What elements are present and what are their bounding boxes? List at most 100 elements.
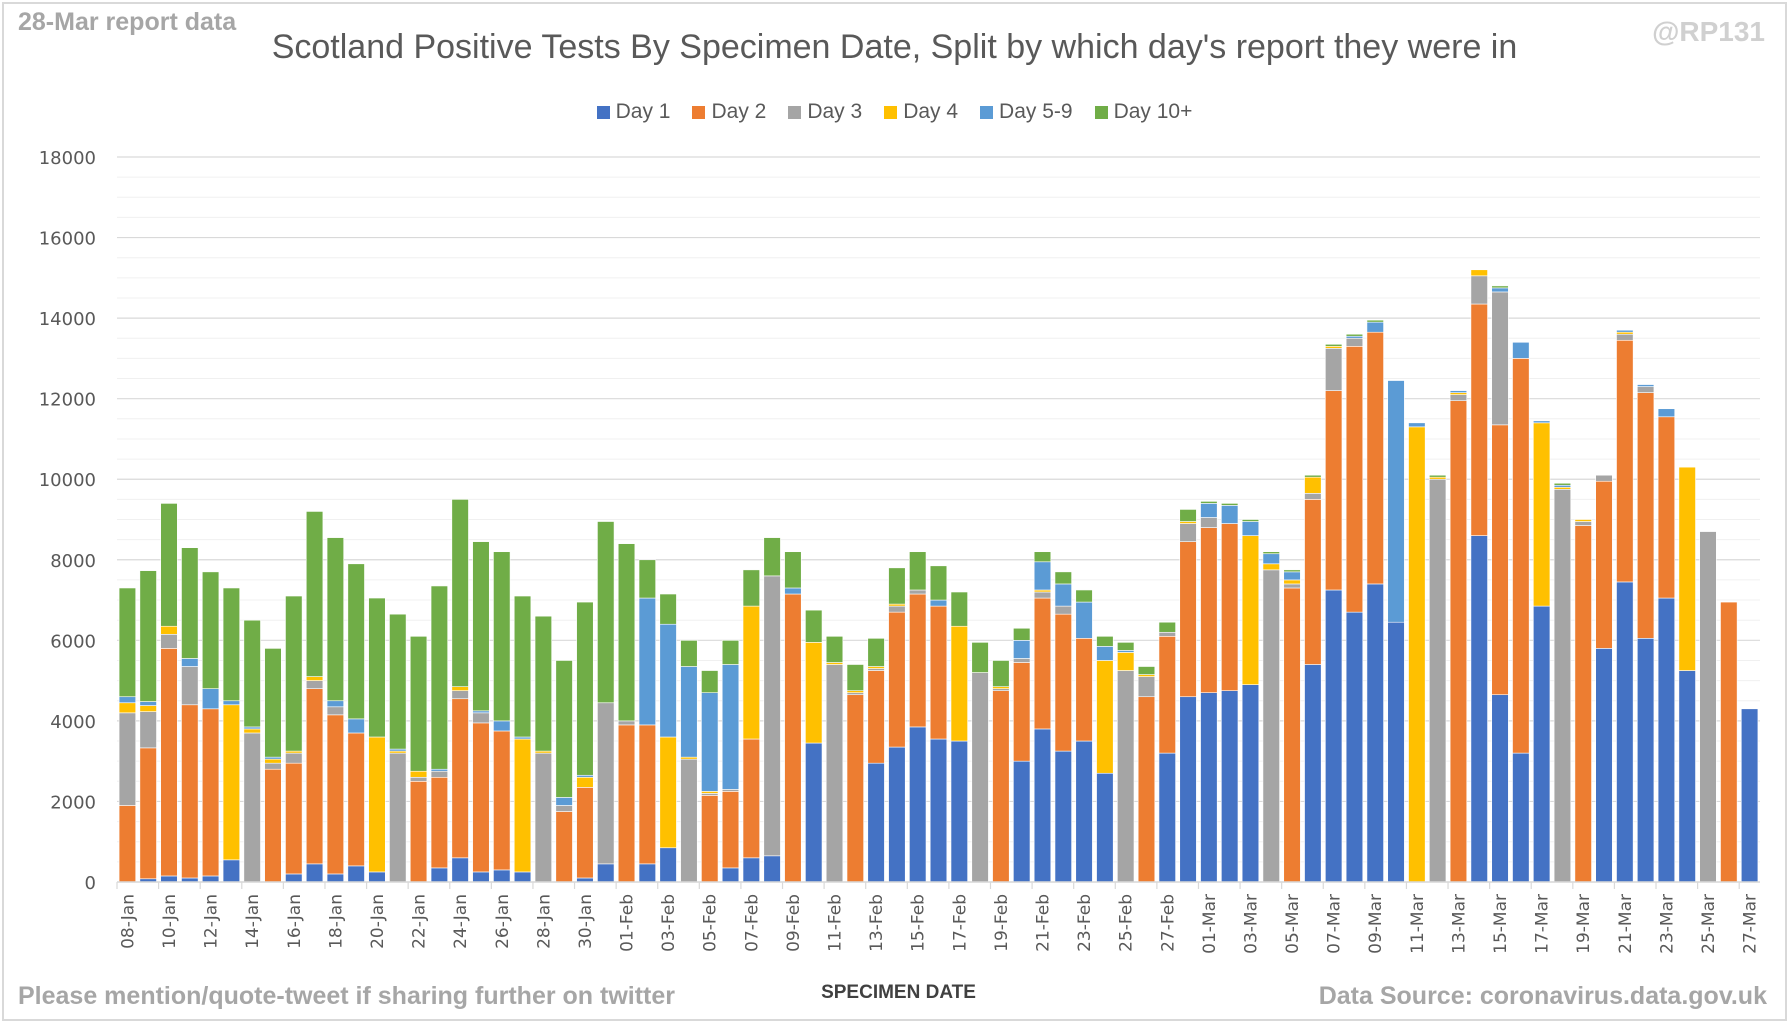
bar-stack-17-Jan [305, 511, 324, 883]
bar-segment-day-10- [576, 601, 594, 776]
legend-item-day4: Day 4 [884, 100, 958, 124]
bar-segment-day-3 [721, 789, 740, 792]
bar-segment-day-1 [721, 867, 740, 883]
bar-segment-day-1 [1304, 664, 1322, 883]
bar-segment-day-2 [1636, 392, 1655, 639]
x-tick-label: 09-Mar [1366, 894, 1386, 954]
bar-segment-day-10- [222, 587, 241, 702]
bar-segment-day-1 [201, 875, 220, 883]
bar-segment-day-2 [1013, 662, 1031, 762]
bar-segment-day-2 [929, 605, 948, 740]
bar-stack-15-Feb [909, 551, 927, 883]
bar-segment-day-1 [513, 871, 532, 883]
bar-segment-day-3 [1491, 291, 1509, 426]
bar-segment-day-5-9 [1636, 384, 1655, 387]
x-tick-label: 10-Jan [160, 894, 180, 949]
bar-stack-23-Mar [1657, 408, 1676, 883]
bar-segment-day-5-9 [389, 748, 407, 752]
bar-segment-day-1 [1512, 752, 1530, 883]
bar-stack-24-Feb [1096, 636, 1114, 883]
legend-label-day3: Day 3 [807, 100, 863, 123]
bar-stack-12-Mar [1429, 474, 1447, 883]
bar-stack-24-Jan [451, 499, 469, 883]
bar-segment-day-2 [701, 795, 719, 883]
bar-segment-day-1 [1221, 690, 1239, 883]
bar-segment-day-4 [1616, 331, 1634, 335]
bar-segment-day-2 [1304, 499, 1322, 665]
bar-segment-day-5-9 [1075, 601, 1093, 639]
x-tick-label: 25-Feb [1117, 894, 1137, 952]
bar-segment-day-5-9 [1657, 408, 1676, 418]
bar-stack-20-Feb [1013, 627, 1031, 883]
bar-segment-day-1 [1366, 583, 1384, 883]
bar-segment-day-2 [909, 593, 927, 728]
x-tick-label: 03-Feb [659, 894, 679, 952]
report-date-label: 28-Mar report data [18, 8, 237, 36]
bar-stack-27-Jan [513, 595, 532, 883]
bar-stack-31-Jan [597, 521, 615, 883]
bar-segment-day-1 [1158, 752, 1176, 883]
bar-segment-day-5-9 [929, 599, 948, 607]
bar-segment-day-5-9 [1512, 341, 1530, 359]
bar-segment-day-10- [888, 567, 906, 605]
bar-segment-day-3 [617, 720, 636, 726]
bar-segment-day-1 [430, 867, 448, 883]
bar-segment-day-2 [472, 722, 490, 873]
bar-segment-day-2 [576, 787, 594, 879]
x-tick-label: 07-Mar [1325, 894, 1345, 954]
x-tick-label: 11-Mar [1408, 894, 1428, 954]
y-tick-label: 0 [85, 873, 96, 894]
bar-segment-day-5-9 [1054, 583, 1072, 607]
bar-segment-day-3 [1574, 521, 1592, 526]
bar-segment-day-1 [909, 726, 927, 883]
legend-label-day4: Day 4 [903, 100, 959, 123]
bar-segment-day-1 [638, 863, 656, 883]
x-tick-label: 17-Mar [1533, 894, 1553, 954]
bar-segment-day-10- [326, 537, 344, 702]
bar-segment-day-3 [1470, 275, 1488, 305]
x-tick-label: 23-Feb [1075, 894, 1095, 952]
bar-segment-day-10- [971, 642, 989, 673]
bar-stack-09-Mar [1366, 319, 1384, 883]
bar-segment-day-5-9 [1449, 390, 1468, 393]
bar-segment-day-3 [430, 770, 448, 778]
bar-stack-11-Jan [181, 547, 199, 883]
bar-segment-day-1 [285, 873, 303, 883]
bar-segment-day-5-9 [1013, 640, 1031, 659]
bar-segment-day-10- [846, 664, 864, 691]
y-tick-label: 14000 [39, 309, 96, 330]
bar-segment-day-5-9 [513, 736, 532, 740]
bar-segment-day-5-9 [680, 666, 698, 758]
bar-segment-day-2 [617, 724, 636, 883]
bar-segment-day-3 [555, 805, 573, 812]
bar-stack-19-Jan [347, 563, 365, 883]
bar-segment-day-3 [389, 752, 407, 883]
bar-stack-20-Jan [368, 597, 386, 883]
bar-segment-day-2 [1720, 601, 1738, 883]
bar-segment-day-4 [1325, 346, 1343, 349]
bar-segment-day-4 [805, 642, 823, 744]
bar-stack-15-Jan [264, 648, 282, 883]
legend-item-day5-9: Day 5-9 [980, 100, 1073, 124]
bar-segment-day-3 [285, 752, 303, 764]
x-tick-label: 23-Mar [1657, 894, 1677, 954]
bar-segment-day-3 [909, 589, 927, 595]
bar-segment-day-5-9 [118, 696, 137, 704]
bar-segment-day-10- [118, 587, 137, 698]
bar-segment-day-4 [1429, 476, 1447, 480]
bar-stack-24-Mar [1678, 466, 1696, 883]
bar-stack-09-Feb [784, 551, 802, 883]
bar-segment-day-4 [1179, 521, 1197, 524]
bar-segment-day-2 [1221, 523, 1239, 691]
bar-segment-day-5-9 [1366, 321, 1384, 333]
bar-stack-14-Feb [888, 567, 906, 883]
y-axis-ticks: 0 2000 4000 6000 8000 10000 12000 14000 16000 180… [39, 148, 96, 894]
bar-segment-day-4 [825, 662, 844, 665]
bar-segment-day-10- [493, 551, 511, 722]
footer-share-note: Please mention/quote-tweet if sharing fu… [18, 982, 676, 1010]
bar-segment-day-10- [1033, 551, 1052, 563]
bar-segment-day-1 [493, 869, 511, 883]
bar-segment-day-10- [472, 541, 490, 712]
x-tick-label: 26-Jan [493, 894, 513, 949]
